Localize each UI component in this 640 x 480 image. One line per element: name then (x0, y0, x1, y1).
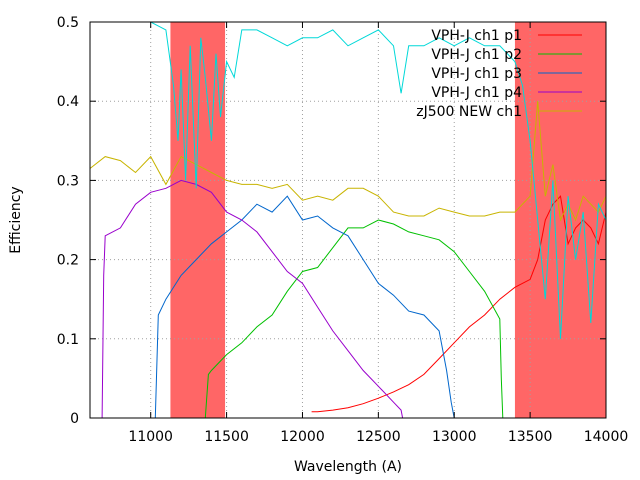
x-axis-label: Wavelength (A) (294, 459, 402, 475)
series-line-3 (154, 195, 455, 419)
series-lines (89, 21, 607, 419)
y-tick-label: 0.1 (57, 332, 79, 348)
y-tick-label: 0.3 (57, 173, 79, 189)
legend-label-4: VPH-J ch1 p4 (431, 85, 522, 101)
series-line-4 (101, 179, 404, 419)
y-tick-label: 0 (70, 411, 79, 427)
axis-ticks: 11000 11500 12000 12500 13000 13500 14000 0 0.1 0… (57, 15, 629, 445)
legend-label-2: VPH-J ch1 p2 (431, 47, 522, 63)
y-tick-label: 0.2 (57, 253, 79, 269)
x-tick-label: 11000 (128, 429, 173, 445)
legend-label-1: VPH-J ch1 p1 (431, 28, 522, 44)
x-tick-label: 12000 (280, 429, 325, 445)
series-line-6 (90, 21, 607, 339)
series-line-1 (311, 195, 607, 413)
plot-frame (89, 21, 607, 419)
series-line-2 (204, 219, 504, 419)
x-tick-label: 13000 (432, 429, 477, 445)
legend-label-3: VPH-J ch1 p3 (431, 66, 522, 82)
shaded-regions (170, 22, 606, 418)
y-axis-label: Efficiency (8, 186, 24, 253)
legend-label-5: zJ500 NEW ch1 (416, 104, 522, 120)
x-tick-label: 11500 (204, 429, 249, 445)
x-tick-label: 14000 (584, 429, 629, 445)
x-tick-label: 13500 (508, 429, 553, 445)
legend: VPH-J ch1 p1 VPH-J ch1 p2 VPH-J ch1 p3 VPH-… (416, 28, 582, 120)
x-tick-label: 12500 (356, 429, 401, 445)
shaded-region-1 (170, 22, 226, 418)
y-tick-label: 0.5 (57, 15, 79, 31)
series-line-5 (89, 101, 607, 222)
y-tick-label: 0.4 (57, 94, 79, 110)
